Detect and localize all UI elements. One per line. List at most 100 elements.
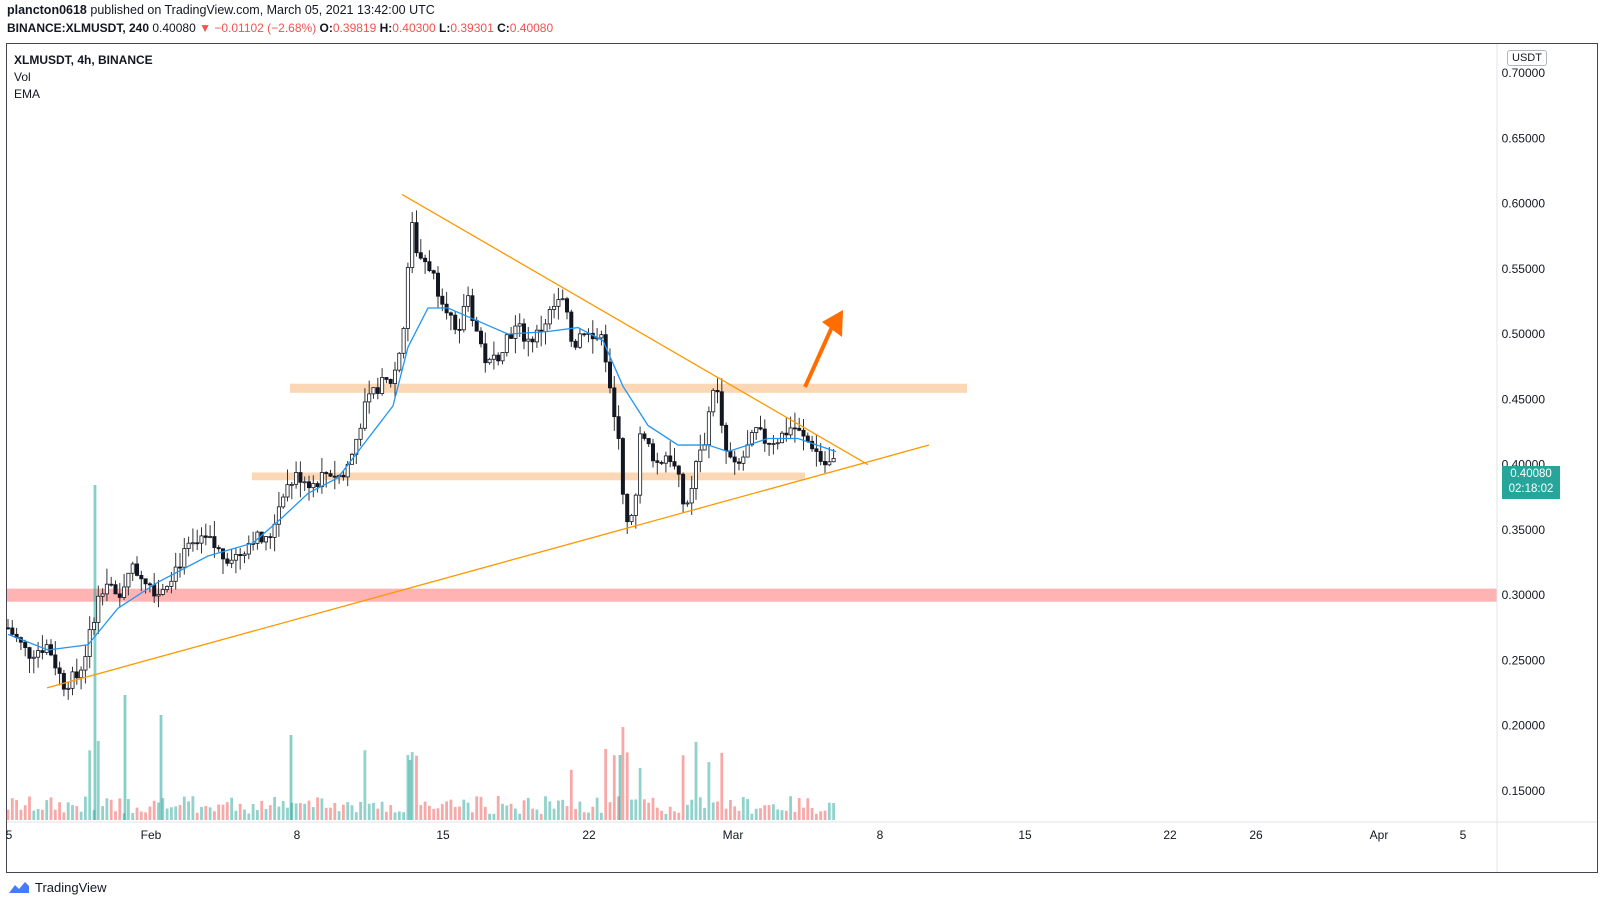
volume-bar [612,755,616,820]
volume-bar [170,807,173,820]
candle-body [453,314,458,330]
price-tick-label: 0.35000 [1502,523,1546,537]
volume-bar [217,804,221,820]
candle-body [719,391,724,426]
time-tick-label: 5 [1460,828,1467,842]
volume-bar [139,811,143,820]
volume-bar [574,809,577,820]
last-price-tag: 0.40080 02:18:02 [1502,466,1560,499]
price-tick-label: 0.55000 [1502,262,1546,276]
price-tick-label: 0.20000 [1502,719,1546,733]
volume-bar [471,812,474,820]
candle-body [220,548,225,560]
volume-bar [135,807,139,820]
candle-body [754,427,759,433]
ascending-trendline [46,444,930,689]
candle-body [177,566,182,569]
candle-body [758,427,763,430]
volume-bar [75,806,79,820]
volume-bar [690,799,694,820]
tradingview-brand[interactable]: TradingView [8,880,107,895]
candle-body [715,389,720,393]
volume-bar [647,802,651,820]
candle-body [487,358,492,364]
candle-body [737,461,742,464]
volume-bar [750,813,754,820]
volume-bar [178,805,182,820]
candle-body [470,295,475,321]
candle-body [212,536,217,548]
volume-bar [66,802,70,820]
candle-body [367,393,372,403]
candle-body [547,309,552,325]
candle-body [706,411,711,446]
price-tick-label: 0.15000 [1502,784,1546,798]
volume-bar [397,811,401,820]
candle-body [405,267,410,329]
volume-bar [268,805,272,820]
volume-bar [453,807,457,820]
price-tick-label: 0.60000 [1502,197,1546,211]
descending-trendline [401,193,869,466]
candle-body [246,543,251,555]
currency-label[interactable]: USDT [1507,50,1547,66]
candle-body [199,535,204,544]
volume-bar [651,797,655,820]
volume-bar [428,805,431,820]
tradingview-logo-icon [9,882,29,893]
open-value: 0.39819 [332,21,377,35]
candle-body [324,472,329,475]
volume-bar [759,808,762,820]
volume-bar [595,797,599,820]
chart-legend: XLMUSDT, 4h, BINANCE Vol EMA [14,52,153,103]
candle-body [10,627,15,635]
candle-body [810,440,815,450]
volume-bar [36,808,40,820]
volume-bar [509,803,513,820]
candle-body [122,586,127,598]
volume-bar [71,805,74,820]
candle-body [500,352,505,362]
legend-volume[interactable]: Vol [14,70,31,84]
volume-bar [84,796,87,820]
candle-body [423,257,428,263]
candle-body [694,461,699,489]
volume-bar [686,804,689,820]
volume-bar [720,752,724,820]
volume-bar [208,807,212,820]
volume-bar [213,811,216,820]
candle-body [749,432,754,446]
volume-bar [329,807,332,820]
candle-body [685,502,690,505]
candle-body [169,580,174,587]
volume-bar [273,796,276,820]
volume-bar [462,799,466,820]
candle-body [775,442,780,445]
candle-body [556,299,561,307]
legend-ema[interactable]: EMA [14,87,41,101]
volume-bar [423,801,427,820]
candle-body [457,329,462,331]
candle-body [805,435,810,442]
candle-body [319,472,324,488]
candle-body [410,222,415,268]
candle-body [384,377,389,380]
candle-body [83,656,88,671]
candle-body [517,323,522,327]
volume-bar [299,803,302,820]
volume-bar [544,796,547,820]
candle-body [698,449,703,463]
high-value: 0.40300 [392,21,436,35]
candle-body [792,427,797,430]
author-name[interactable]: plancton0618 [7,3,87,17]
candle-body [143,578,148,585]
volume-bar [114,811,117,820]
candle-body [801,429,806,437]
volume-bar [582,812,586,820]
legend-symbol[interactable]: XLMUSDT, 4h, BINANCE [14,53,153,67]
volume-bar [376,808,380,820]
volume-bar [281,800,285,820]
volume-bar [187,801,190,820]
volume-bar [780,810,784,820]
